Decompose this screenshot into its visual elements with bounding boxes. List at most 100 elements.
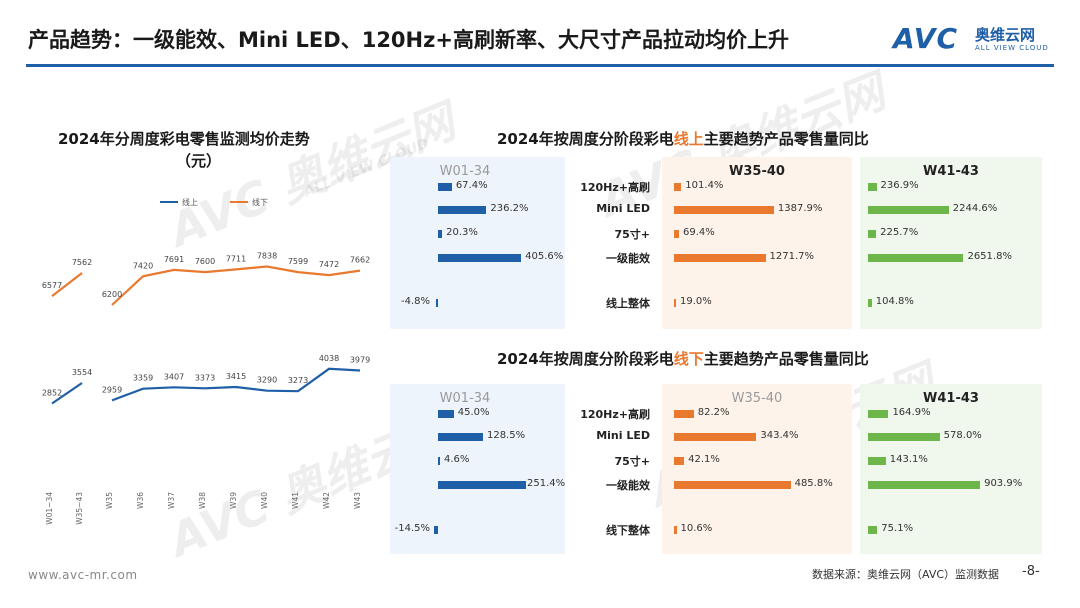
bar-1-3: [674, 481, 791, 489]
point-label-1-9: 7472: [319, 260, 339, 269]
logo-en-text: ALL VIEW CLOUD: [975, 44, 1049, 52]
online-title-highlight: 线上: [673, 130, 704, 148]
page-title: 产品趋势：一级能效、Mini LED、120Hz+高刷新率、大尺寸产品拉动均价上…: [28, 28, 789, 52]
value-label-0-0: 45.0%: [457, 407, 490, 418]
bar-0-2: [438, 457, 440, 465]
panel-title-1: W35-40: [729, 164, 785, 179]
header-divider: [26, 64, 1054, 67]
legend-label-1: 线下: [252, 197, 268, 207]
point-label-0-9: 4038: [319, 354, 339, 363]
category-label-4: 线上整体: [606, 297, 650, 310]
category-label-3: 一级能效: [606, 252, 650, 265]
point-label-1-2: 6200: [102, 290, 122, 299]
point-label-0-7: 3290: [257, 376, 277, 385]
value-label-1-2: 69.4%: [682, 227, 715, 238]
bar-2-3: [868, 254, 964, 262]
bar-0-0: [438, 183, 452, 191]
point-label-0-5: 3373: [195, 373, 215, 382]
category-label-1: Mini LED: [596, 202, 650, 215]
online-title-part2: 主要趋势产品零售量同比: [703, 130, 869, 148]
point-label-0-10: 3979: [350, 356, 370, 365]
logo-cn-text: 奥维云网: [975, 26, 1036, 44]
line-chart-title-line1: 2024年分周度彩电零售监测均价走势: [58, 130, 310, 148]
offline-bar-chart: W01-34 45.0% 128.5% 4.6% 251.4% -14.5% W35-40 8…: [390, 384, 1050, 554]
panel-title-0: W01-34: [439, 164, 491, 179]
panel-w35-40: W35-40 82.2% 343.4% 42.1% 485.8% 10.6%: [662, 384, 852, 554]
line-chart: 线上 线下 2852 3554 2959 3359 3407 3373 3415 3290 3273…: [42, 197, 370, 525]
category-label-1: Mini LED: [596, 429, 650, 442]
online-chart-title: 2024年按周度分阶段彩电线上主要趋势产品零售量同比: [497, 128, 869, 149]
bar-0-3: [438, 481, 526, 489]
point-label-0-4: 3407: [164, 372, 184, 381]
value-label-1-4: 10.6%: [680, 523, 713, 534]
panel-w41-43: W41-43 236.9% 2244.6% 225.7% 2651.8% 104.8%: [860, 157, 1042, 329]
bar-0-3: [438, 254, 522, 262]
legend-label-0: 线上: [182, 197, 198, 207]
bar-1-0: [674, 410, 694, 418]
bar-1-1: [674, 433, 757, 441]
x-tick-8: W41: [291, 492, 300, 509]
bar-2-4: [868, 526, 878, 534]
bar-0-1: [438, 433, 483, 441]
category-label-0: 120Hz+高刷: [580, 408, 650, 421]
value-label-2-1: 578.0%: [943, 430, 982, 441]
value-label-1-0: 82.2%: [697, 407, 730, 418]
offline-title-part1: 2024年按周度分阶段彩电: [497, 350, 674, 368]
bar-1-4: [674, 526, 677, 534]
value-label-2-0: 164.9%: [892, 407, 931, 418]
panel-w01-34: W01-34 67.4% 236.2% 20.3% 405.6% -4.8%: [390, 157, 565, 329]
point-label-1-0: 6577: [42, 281, 62, 290]
value-label-1-0: 101.4%: [685, 180, 724, 191]
x-tick-1: W35~43: [75, 492, 84, 525]
bar-0-0: [438, 410, 454, 418]
bar-1-2: [674, 457, 685, 465]
x-tick-7: W40: [260, 492, 269, 509]
value-label-0-4: -4.8%: [400, 296, 430, 307]
value-label-2-3: 2651.8%: [967, 251, 1012, 262]
bar-0-4: [434, 526, 438, 534]
x-tick-4: W37: [167, 492, 176, 509]
point-label-1-1: 7562: [72, 258, 92, 267]
point-label-1-4: 7691: [164, 255, 184, 264]
point-label-0-6: 3415: [226, 372, 246, 381]
category-label-0: 120Hz+高刷: [580, 181, 650, 194]
value-label-2-3: 903.9%: [984, 478, 1023, 489]
point-label-0-8: 3273: [288, 376, 308, 385]
bar-0-2: [438, 230, 443, 238]
line-chart-title-line2: （元）: [176, 152, 222, 170]
value-label-1-1: 343.4%: [760, 430, 799, 441]
bar-2-0: [868, 410, 889, 418]
x-tick-9: W42: [322, 492, 331, 509]
panel-title-2: W41-43: [923, 391, 979, 406]
value-label-1-2: 42.1%: [688, 454, 720, 465]
value-label-2-2: 225.7%: [880, 227, 919, 238]
value-label-2-2: 143.1%: [889, 454, 928, 465]
point-label-1-10: 7662: [350, 256, 370, 265]
point-label-0-3: 3359: [133, 374, 153, 383]
point-label-0-2: 2959: [102, 385, 122, 394]
point-label-1-6: 7711: [226, 254, 246, 263]
point-label-1-8: 7599: [288, 257, 308, 266]
value-label-1-4: 19.0%: [680, 296, 712, 307]
category-label-4: 线下整体: [606, 524, 650, 537]
value-label-2-4: 104.8%: [875, 296, 914, 307]
logo-main-text: AVC: [893, 22, 958, 55]
value-label-0-2: 4.6%: [444, 454, 470, 465]
value-label-0-2: 20.3%: [446, 227, 478, 238]
value-label-0-4: -14.5%: [394, 523, 430, 534]
series-1-line-0: [51, 272, 83, 297]
panel-w41-43: W41-43 164.9% 578.0% 143.1% 903.9% 75.1%: [860, 384, 1042, 554]
panel-title-1: W35-40: [731, 391, 783, 406]
footer-source: 数据来源：奥维云网（AVC）监测数据: [812, 568, 1000, 581]
online-title-part1: 2024年按周度分阶段彩电: [497, 130, 674, 148]
bar-1-3: [674, 254, 766, 262]
value-label-2-0: 236.9%: [880, 180, 919, 191]
offline-title-part2: 主要趋势产品零售量同比: [703, 350, 869, 368]
x-tick-10: W43: [353, 492, 362, 509]
online-bar-chart: W01-34 67.4% 236.2% 20.3% 405.6% -4.8% W35-40 1…: [390, 157, 1050, 329]
value-label-2-4: 75.1%: [881, 523, 914, 534]
x-tick-2: W35: [105, 492, 114, 509]
value-label-1-3: 485.8%: [794, 478, 833, 489]
value-label-1-3: 1271.7%: [769, 251, 815, 262]
panel-w35-40: W35-40 101.4% 1387.9% 69.4% 1271.7% 19.0%: [662, 157, 852, 329]
